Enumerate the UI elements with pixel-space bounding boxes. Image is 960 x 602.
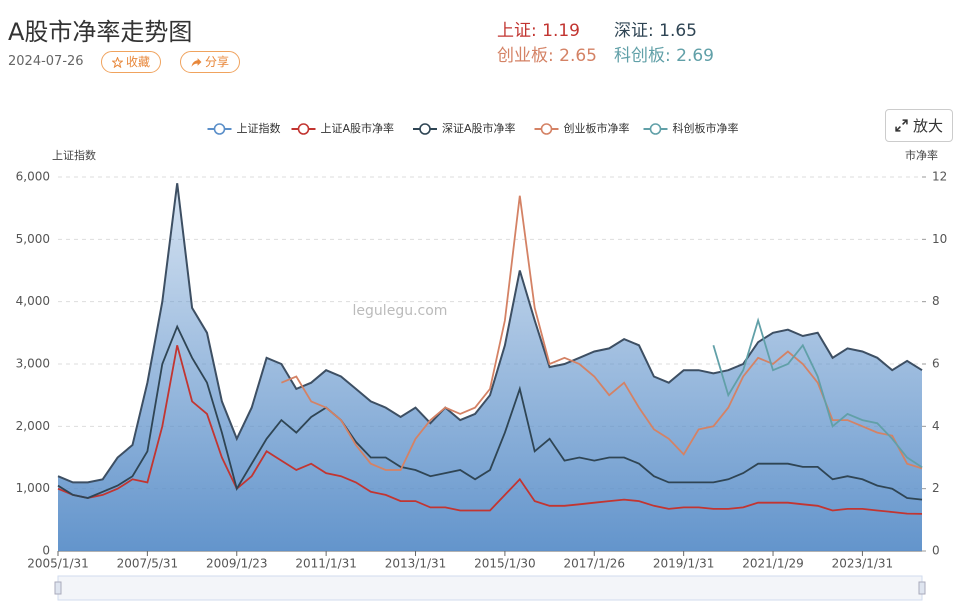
data-zoom[interactable] (57, 575, 923, 601)
zoom-label: 放大 (912, 117, 943, 135)
stat: 科创板: 2.69 (614, 46, 714, 66)
legend-label: 上证A股市净率 (321, 121, 395, 135)
date: 2024-07-26 (8, 54, 84, 69)
zoom-button[interactable]: 放大 (885, 109, 953, 142)
y2-tick-label: 6 (932, 357, 940, 371)
legend-label: 深证A股市净率 (442, 121, 516, 135)
x-tick-label: 2011/1/31 (295, 557, 357, 571)
x-tick-label: 2017/1/26 (564, 557, 626, 571)
legend-icon (540, 123, 553, 135)
line (57, 324, 923, 501)
y2-axis-title: 市净率 (905, 148, 938, 162)
y2-tick-label: 4 (932, 419, 940, 433)
y-tick-label: 5,000 (16, 232, 50, 246)
legend-label: 科创板市净率 (673, 121, 739, 135)
y2-tick-label: 0 (932, 544, 940, 558)
star-icon (112, 56, 123, 68)
legend: 上证指数 上证A股市净率 深证A股市净率 创业板市净率 科创板市净率 (207, 121, 739, 135)
y2-tick-label: 2 (932, 481, 940, 495)
y2-tick-label: 8 (932, 294, 940, 308)
y-tick-label: 4,000 (16, 294, 50, 308)
legend-icon (649, 123, 662, 135)
page-title: A股市净率走势图 (8, 18, 193, 46)
share-icon (191, 57, 202, 67)
y-tick-label: 3,000 (16, 357, 50, 371)
legend-label: 创业板市净率 (564, 121, 630, 135)
x-tick-label: 2015/1/30 (474, 557, 536, 571)
x-tick-label: 2023/1/31 (832, 557, 894, 571)
x-tick-label: 2019/1/31 (653, 557, 715, 571)
legend-icon (419, 123, 431, 135)
x-tick-label: 2005/1/31 (27, 557, 89, 571)
expand-icon (895, 119, 908, 132)
zoom-handle[interactable] (918, 581, 926, 595)
legend-item[interactable]: 科创板市净率 (643, 121, 739, 135)
y-axis-title: 上证指数 (52, 148, 96, 162)
legend-item[interactable]: 深证A股市净率 (413, 121, 516, 135)
zoom-handle[interactable] (54, 581, 62, 595)
y-tick-label: 0 (42, 544, 50, 558)
watermark: legulegu.com (353, 303, 448, 319)
y-tick-label: 2,000 (16, 419, 50, 433)
share-button[interactable]: 分享 (180, 51, 241, 73)
stat: 创业板: 2.65 (497, 46, 597, 66)
y-tick-label: 1,000 (16, 481, 50, 495)
favorite-button[interactable]: 收藏 (101, 51, 162, 73)
button-label: 收藏 (126, 55, 151, 69)
legend-icon (213, 123, 226, 135)
y-tick-label: 6,000 (16, 170, 50, 184)
x-tick-label: 2009/1/23 (206, 557, 268, 571)
line (281, 195, 923, 471)
line (57, 183, 923, 484)
line (57, 345, 923, 515)
x-tick-label: 2021/1/29 (742, 557, 804, 571)
line (712, 317, 923, 468)
stat: 上证: 1.19 (497, 21, 580, 41)
stat: 深证: 1.65 (614, 21, 697, 41)
legend-icon (297, 123, 310, 135)
legend-item[interactable]: 创业板市净率 (534, 121, 630, 135)
legend-label: 上证指数 (237, 121, 281, 135)
legend-item[interactable]: 上证A股市净率 (291, 121, 395, 135)
legend-item[interactable]: 上证指数 (207, 121, 281, 135)
button-label: 分享 (205, 55, 230, 69)
x-tick-label: 2007/5/31 (117, 557, 179, 571)
y2-tick-label: 10 (932, 232, 947, 246)
y2-tick-label: 12 (932, 170, 947, 184)
x-tick-label: 2013/1/31 (385, 557, 447, 571)
area (58, 183, 922, 551)
